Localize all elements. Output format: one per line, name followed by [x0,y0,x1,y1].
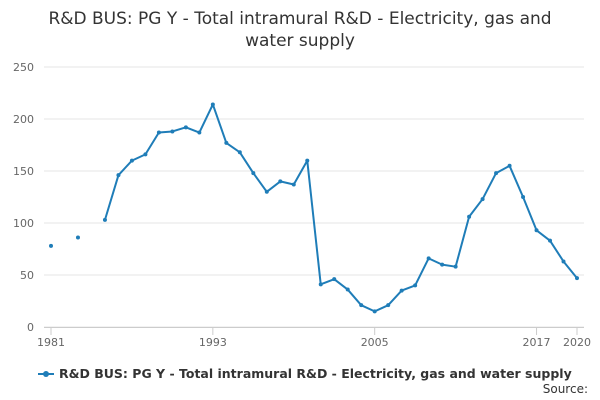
data-point-2011[interactable] [453,264,458,269]
data-point-1996[interactable] [251,171,256,176]
data-point-2003[interactable] [345,287,350,292]
y-tick-label: 50 [20,269,34,282]
data-point-1981[interactable] [49,243,53,248]
x-tick-label: 2017 [523,336,551,349]
legend-dot [43,370,49,377]
data-point-1988[interactable] [143,152,148,157]
legend-swatch-icon [38,368,54,380]
data-point-2014[interactable] [494,171,499,176]
data-point-1989[interactable] [156,130,161,135]
data-point-2000[interactable] [305,158,310,163]
data-point-2013[interactable] [480,197,485,202]
data-point-2009[interactable] [426,256,431,261]
gridlines [44,66,584,328]
x-axis: 1981 1993 2005 2017 2020 [37,327,591,349]
x-tick-label: 1981 [37,336,65,349]
source-note: Source: [542,382,588,396]
data-point-1987[interactable] [129,158,134,163]
data-point-2017[interactable] [534,228,539,233]
y-axis-tick-labels: 0 50 100 150 200 250 [13,61,34,334]
data-point-2019[interactable] [561,259,566,264]
x-tick-label: 2020 [563,336,591,349]
chart-legend[interactable]: R&D BUS: PG Y - Total intramural R&D - E… [38,366,572,381]
legend-label: R&D BUS: PG Y - Total intramural R&D - E… [59,366,572,381]
data-point-1986[interactable] [116,173,121,178]
data-point-2012[interactable] [467,214,472,219]
data-point-1990[interactable] [170,129,175,134]
series-group [49,102,579,314]
y-tick-label: 200 [13,113,34,126]
data-point-1993[interactable] [210,102,215,107]
y-tick-label: 0 [27,321,34,334]
data-point-1998[interactable] [278,179,283,184]
chart-title: R&D BUS: PG Y - Total intramural R&D - E… [0,8,600,52]
data-point-2015[interactable] [507,163,512,168]
data-point-1997[interactable] [264,189,269,194]
y-tick-label: 250 [13,61,34,74]
data-point-1983[interactable] [75,235,80,240]
chart-title-line-1: R&D BUS: PG Y - Total intramural R&D - E… [48,9,552,29]
data-point-2008[interactable] [413,283,418,288]
data-point-2016[interactable] [521,195,526,199]
data-point-2007[interactable] [399,288,404,293]
chart-title-line-2: water supply [245,31,355,51]
data-point-2006[interactable] [386,303,391,308]
data-point-2010[interactable] [440,262,445,267]
x-tick-label: 1993 [199,336,227,349]
data-point-2002[interactable] [332,277,337,282]
data-point-1995[interactable] [237,150,242,155]
y-tick-label: 150 [13,165,34,178]
data-point-2005[interactable] [372,309,377,314]
data-point-2004[interactable] [359,303,364,308]
data-point-2020[interactable] [575,276,579,281]
data-point-1985[interactable] [102,217,107,222]
data-point-1994[interactable] [224,140,229,145]
y-tick-label: 100 [13,217,34,230]
data-point-2001[interactable] [318,282,323,287]
data-point-1992[interactable] [197,130,202,135]
x-tick-label: 2005 [361,336,389,349]
data-point-1999[interactable] [291,182,296,187]
data-point-2018[interactable] [548,238,553,243]
data-point-1991[interactable] [183,125,188,130]
series-line [103,103,578,313]
